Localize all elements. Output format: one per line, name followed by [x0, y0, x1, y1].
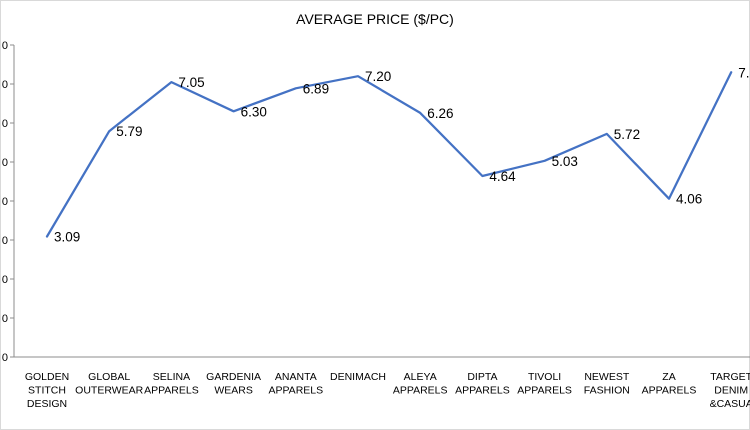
y-tick-label: 0: [2, 157, 8, 169]
data-label: 7.20: [365, 69, 391, 84]
data-label: 4.64: [489, 169, 516, 184]
data-label: 6.26: [427, 106, 453, 121]
data-label: 6.89: [303, 81, 329, 96]
data-label: 3.09: [54, 229, 80, 244]
data-label: 7.05: [178, 75, 204, 90]
x-tick-label: GARDENIA WEARS: [206, 371, 261, 397]
y-tick-label: 0: [2, 235, 8, 247]
chart-title: AVERAGE PRICE ($/PC): [296, 11, 454, 27]
x-tick-label: ANANTA APPARELS: [268, 371, 323, 397]
data-label: 5.03: [552, 154, 578, 169]
data-labels: 3.09 5.79 7.05 6.30 6.89 7.20 6.26 4.64 5.03 5.72…: [54, 65, 749, 244]
x-tick-label: TIVOLI APPARELS: [517, 371, 572, 397]
x-tick-label: SELINA APPARELS: [144, 371, 199, 397]
x-tick-label: TARGET DENIM &CASUA: [710, 371, 750, 410]
y-tick-label: 0: [2, 352, 8, 364]
x-tick-label: DENIMACH: [330, 371, 386, 383]
y-tick-label: 0: [2, 274, 8, 286]
x-tick-label: ALEYA APPARELS: [393, 371, 448, 397]
x-tick-label: NEWEST FASHION: [584, 371, 630, 397]
y-axis: 0 0 0 0 0 0 0 0 0: [2, 40, 15, 364]
series-average-price: [45, 71, 733, 238]
series-line: [45, 71, 733, 238]
y-tick-label: 0: [2, 313, 8, 325]
data-label: 4.06: [676, 192, 702, 207]
y-tick-label: 0: [2, 196, 8, 208]
data-label: 5.79: [116, 124, 142, 139]
y-tick-label: 0: [2, 79, 8, 91]
x-tick-label: ZA APPARELS: [642, 371, 697, 397]
data-label: 5.72: [614, 127, 640, 142]
y-tick-label: 0: [2, 40, 8, 52]
x-tick-label: DIPTA APPARELS: [455, 371, 510, 397]
y-tick-label: 0: [2, 118, 8, 130]
x-tick-label: GLOBAL OUTERWEAR: [75, 371, 143, 397]
data-label: 6.30: [241, 104, 267, 119]
x-tick-label: GOLDEN STITCH DESIGN: [25, 371, 69, 410]
data-label: 7.: [738, 65, 749, 80]
